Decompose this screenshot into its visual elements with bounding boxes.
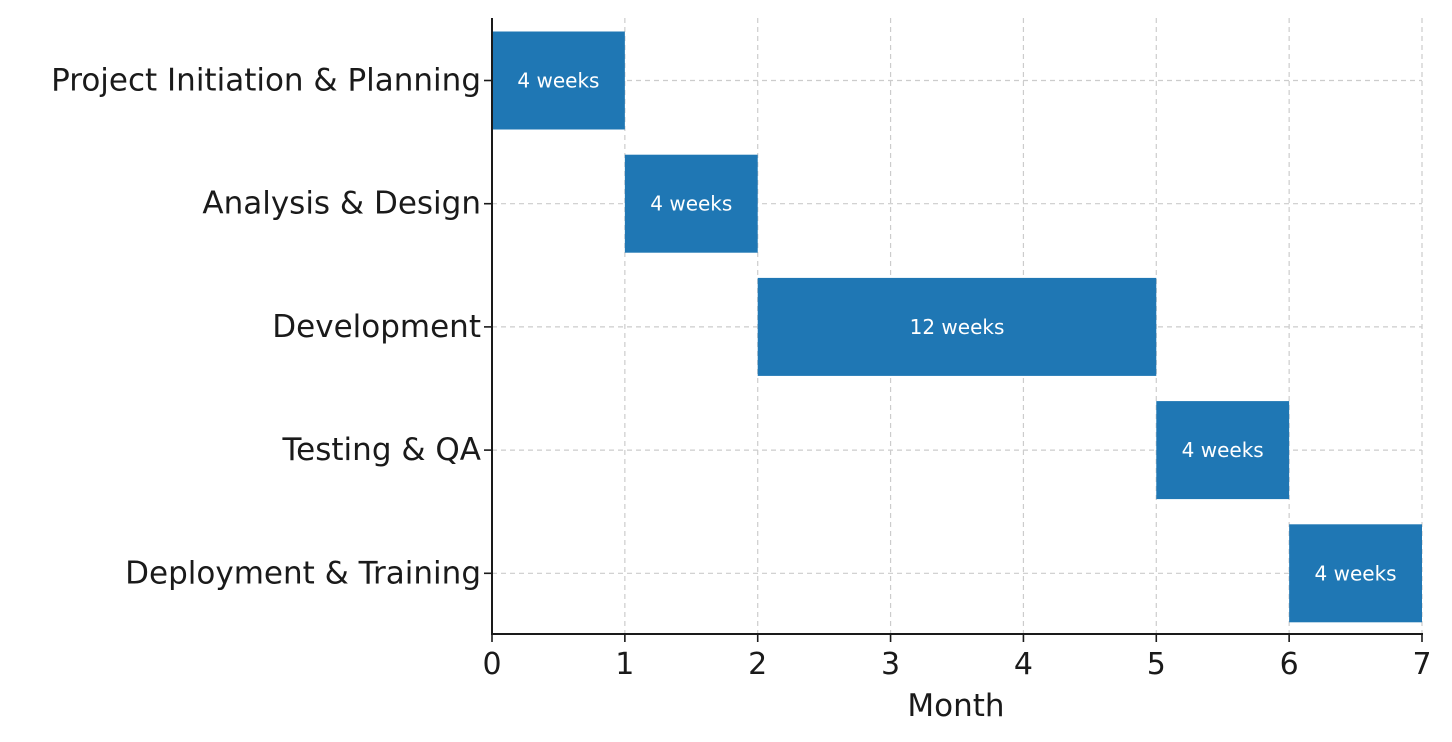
bars: 4 weeks 4 weeks 12 weeks 4 weeks 4 weeks — [492, 31, 1422, 623]
task-name-label: Testing & QA — [282, 432, 481, 468]
x-tick-label: 3 — [881, 647, 900, 682]
x-tick-label: 7 — [1412, 647, 1431, 682]
x-tick-label: 6 — [1280, 647, 1299, 682]
bar-duration-label: 4 weeks — [650, 192, 732, 216]
bar-duration-label: 12 weeks — [910, 315, 1005, 339]
task-bar — [1156, 401, 1290, 500]
bar-duration-label: 4 weeks — [1182, 438, 1264, 462]
task-bar — [757, 277, 1157, 376]
task-bar — [492, 31, 625, 130]
axes — [491, 18, 1423, 635]
x-tick-label: 1 — [615, 647, 634, 682]
x-ticks: 0 1 2 3 4 5 6 7 — [482, 634, 1432, 682]
x-tick-label: 0 — [482, 647, 501, 682]
task-name-label: Deployment & Training — [125, 555, 481, 591]
bar-duration-label: 4 weeks — [517, 69, 599, 93]
x-tick-label: 4 — [1014, 647, 1033, 682]
bar-duration-label: 4 weeks — [1315, 561, 1397, 585]
y-ticks: Project Initiation & Planning Analysis & … — [51, 63, 492, 591]
task-bar — [1289, 524, 1422, 623]
task-name-label: Analysis & Design — [202, 186, 481, 222]
x-tick-label: 5 — [1147, 647, 1166, 682]
x-axis-label: Month — [907, 688, 1004, 724]
task-name-label: Development — [272, 309, 481, 345]
task-bar — [624, 154, 758, 253]
x-tick-label: 2 — [748, 647, 767, 682]
task-name-label: Project Initiation & Planning — [51, 63, 481, 99]
